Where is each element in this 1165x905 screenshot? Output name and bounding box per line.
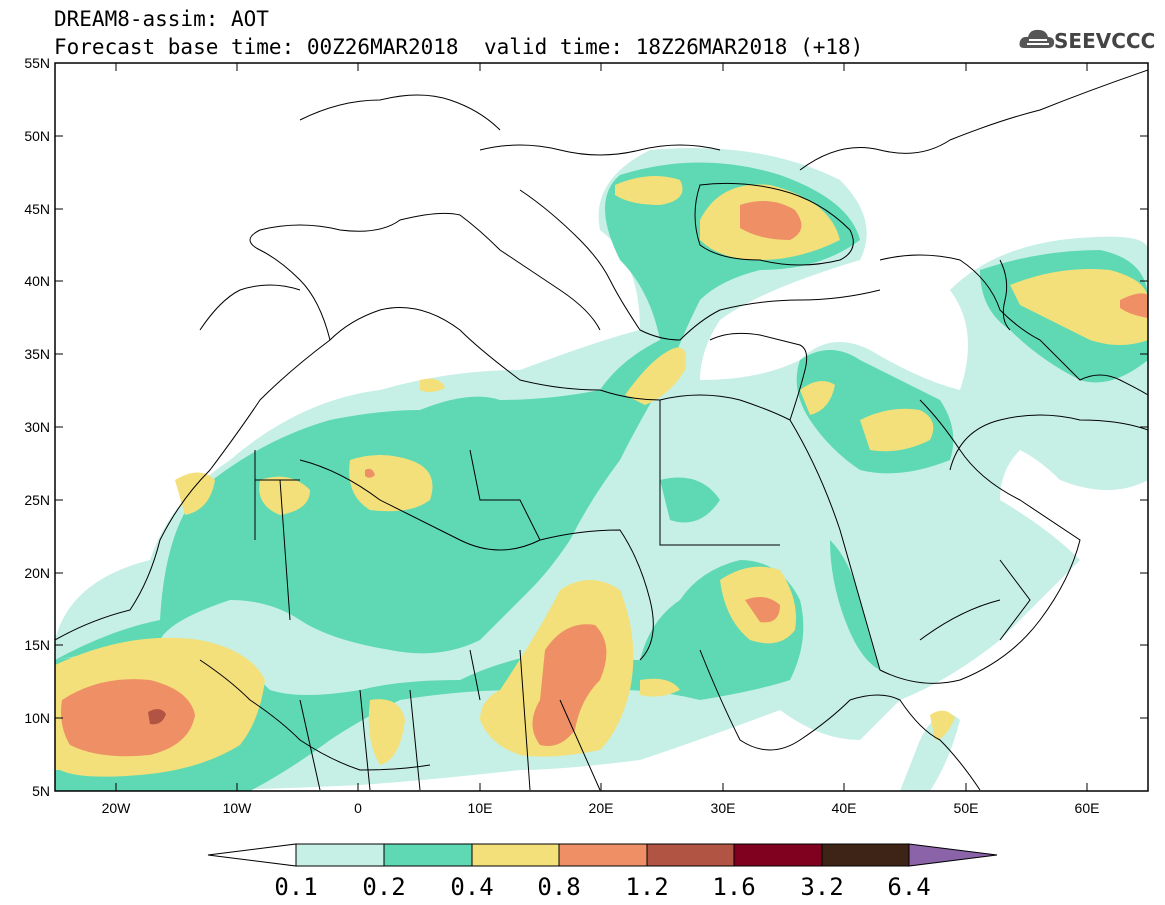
- colorbar-bin-3: [471, 843, 560, 867]
- colorbar-label: 0.2: [362, 873, 406, 901]
- lon-ticks: [115, 63, 1088, 791]
- colorbar-over-arrow: [908, 843, 998, 867]
- cloud-icon: [1019, 29, 1055, 48]
- lat-label: 10N: [24, 710, 50, 726]
- aot-field: [55, 148, 1148, 791]
- colorbar-label: 0.4: [450, 873, 494, 901]
- aot-level-0.8: [61, 201, 1148, 757]
- lat-label: 40N: [24, 273, 50, 289]
- lat-label: 45N: [24, 201, 50, 217]
- colorbar-bin-2: [383, 843, 473, 867]
- colorbar-bin-1: [295, 843, 385, 867]
- colorbar-bin-4: [558, 843, 648, 867]
- valid-time: valid time: 18Z26MAR2018 (+18): [484, 35, 864, 59]
- lon-label: 0: [354, 800, 362, 816]
- lat-label: 35N: [24, 346, 50, 362]
- lon-label: 10E: [467, 800, 493, 816]
- lat-label: 5N: [32, 783, 50, 799]
- lat-label: 20N: [24, 565, 50, 581]
- lon-label: 20W: [101, 800, 131, 816]
- lat-label: 25N: [24, 492, 50, 508]
- colorbar-label: 1.6: [712, 873, 756, 901]
- colorbar-bin-7: [821, 843, 910, 867]
- colorbar-label: 6.4: [887, 873, 931, 901]
- lat-label: 30N: [24, 419, 50, 435]
- lat-ticks: [55, 62, 1148, 719]
- colorbar-label: 1.2: [625, 873, 669, 901]
- colorbar-label: 0.1: [274, 873, 318, 901]
- lon-label: 20E: [588, 800, 614, 816]
- colorbar-bin-5: [646, 843, 735, 867]
- lon-label: 40E: [831, 800, 857, 816]
- colorbar-bin-6: [733, 843, 823, 867]
- forecast-base-time: Forecast base time: 00Z26MAR2018: [54, 35, 459, 59]
- lat-label: 50N: [24, 128, 50, 144]
- lat-label: 55N: [24, 55, 50, 71]
- colorbar-label: 3.2: [800, 873, 844, 901]
- colorbar: [207, 843, 998, 867]
- colorbar-under-arrow: [207, 843, 297, 867]
- coastlines: [55, 69, 1148, 791]
- lat-label: 15N: [24, 637, 50, 653]
- map-title: DREAM8-assim: AOT: [54, 7, 269, 31]
- lon-label: 60E: [1074, 800, 1100, 816]
- seevccc-logo: [1018, 24, 1150, 56]
- lon-label: 30E: [710, 800, 736, 816]
- lon-label: 10W: [222, 800, 252, 816]
- lon-label: 50E: [953, 800, 979, 816]
- logo-text: SEEVCCC: [1054, 29, 1156, 53]
- colorbar-label: 0.8: [537, 873, 581, 901]
- aot-level-1.2: [148, 708, 166, 725]
